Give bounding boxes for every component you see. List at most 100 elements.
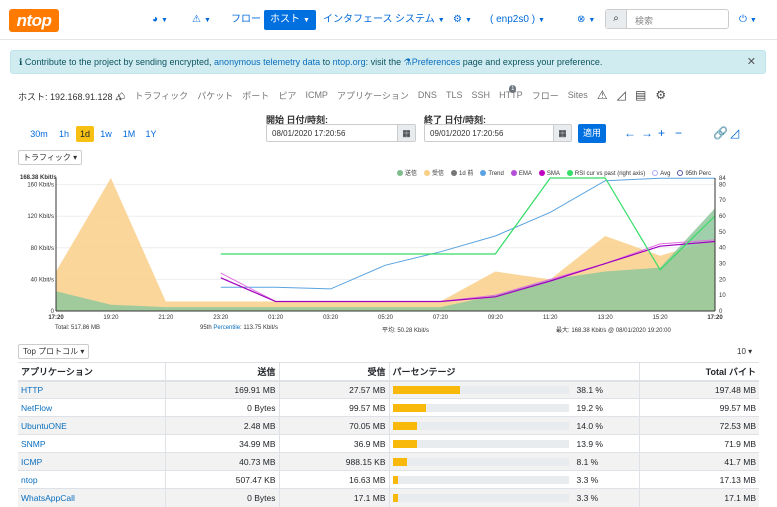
app-link[interactable]: HTTP	[18, 380, 165, 399]
percentage-fill	[392, 494, 399, 503]
zoom-out-icon[interactable]: −	[675, 126, 683, 140]
tab-ssh[interactable]: SSH	[471, 90, 491, 100]
legend-swatch	[480, 170, 487, 177]
protocol-table: アプリケーション 送信 受信 パーセンテージ Total バイト HTTP 169…	[18, 362, 759, 507]
legend-item[interactable]: 受信	[424, 170, 444, 177]
tab-applications[interactable]: アプリケーション	[337, 90, 409, 101]
user-menu[interactable]: ⏻ ▼	[739, 14, 757, 25]
percentage-cell: 14.0 %	[388, 416, 639, 435]
end-date-field[interactable]: 09/01/2020 17:20:56 ▦	[424, 124, 572, 142]
warning-icon[interactable]: ⚠	[596, 88, 608, 102]
legend-label: RSI cur vs past (right axis)	[574, 171, 646, 177]
nav-interfaces[interactable]: インタフェース	[323, 14, 393, 25]
tab-ports[interactable]: ポート	[242, 90, 270, 101]
flask-icon: ⚗	[403, 57, 412, 67]
total-cell: 99.57 MB	[638, 398, 759, 417]
telemetry-banner: ℹ Contribute to the project by sending e…	[10, 50, 766, 74]
protocol-dropdown[interactable]: Top プロトコル ▾	[18, 344, 90, 359]
dashboard-menu[interactable]: ◕ ▼	[152, 14, 168, 25]
received-cell: 70.05 MB	[278, 416, 389, 435]
tab-http[interactable]: HTTP 1	[499, 85, 523, 100]
search-input[interactable]: 検索	[635, 16, 654, 26]
calendar-icon[interactable]: ▦	[397, 125, 415, 141]
telemetry-link[interactable]: anonymous telemetry data	[214, 57, 321, 67]
app-link[interactable]: UbuntuONE	[18, 416, 165, 435]
gear-icon[interactable]: ⚙	[655, 88, 667, 102]
percentage-text: 3.3 %	[576, 474, 599, 485]
percentage-bar	[392, 386, 569, 395]
page-size-select[interactable]: 10 ▾	[737, 347, 753, 356]
area-chart-icon[interactable]: ◿	[730, 126, 740, 140]
y2-tick-label: 20	[719, 277, 726, 283]
interface-selector[interactable]: ( enp2s0 ) ▼	[490, 14, 545, 25]
legend-item[interactable]: 1d 前	[451, 170, 473, 177]
apply-button[interactable]: 適用	[578, 124, 606, 143]
nav-flows[interactable]: フロー	[231, 14, 261, 25]
settings-menu[interactable]: ⚙ ▼	[453, 14, 472, 25]
tab-peers[interactable]: ピア	[278, 90, 297, 101]
col-application[interactable]: アプリケーション	[18, 362, 165, 382]
tab-traffic[interactable]: トラフィック	[134, 90, 189, 101]
ntop-org-link[interactable]: ntop.org	[332, 57, 366, 67]
sent-cell: 40.73 MB	[164, 452, 279, 471]
total-cell: 17.13 MB	[638, 470, 759, 489]
legend-label: 95th Perc	[685, 171, 712, 177]
col-received[interactable]: 受信	[278, 362, 389, 382]
range-1d[interactable]: 1d	[76, 126, 94, 142]
app-link[interactable]: ICMP	[18, 452, 165, 471]
legend-item[interactable]: 送信	[397, 170, 417, 177]
received-cell: 17.1 MB	[278, 488, 389, 507]
link-icon[interactable]: 🔗	[713, 126, 728, 140]
range-30m[interactable]: 30m	[30, 129, 48, 139]
app-link[interactable]: NetFlow	[18, 398, 165, 417]
search-box[interactable]: ⌕ 検索	[605, 9, 729, 29]
chart-percentile: 95th Percentile: 113.75 Kbit/s	[200, 325, 278, 331]
col-percentage[interactable]: パーセンテージ	[388, 362, 639, 382]
area-chart-icon[interactable]: ◿	[616, 88, 626, 102]
start-date-field[interactable]: 08/01/2020 17:20:56 ▦	[266, 124, 416, 142]
file-icon[interactable]: ▤	[634, 88, 647, 102]
legend-item[interactable]: Avg	[652, 170, 670, 177]
legend-item[interactable]: EMA	[510, 170, 532, 177]
alerts-menu[interactable]: ⚠ ▼	[192, 14, 211, 25]
legend-item[interactable]: Trend	[480, 170, 504, 177]
preferences-link[interactable]: ⚗Preferences	[404, 57, 461, 67]
tab-sites[interactable]: Sites	[567, 90, 588, 100]
tab-dns[interactable]: DNS	[417, 90, 437, 100]
range-1M[interactable]: 1M	[122, 129, 136, 139]
app-link[interactable]: ntop	[18, 470, 165, 489]
start-date-label: 開始 日付/時刻:	[266, 115, 328, 125]
range-1w[interactable]: 1w	[100, 129, 112, 139]
col-sent[interactable]: 送信	[164, 362, 279, 382]
nav-system[interactable]: システム ▼	[395, 14, 445, 25]
tab-icmp[interactable]: ICMP	[305, 90, 328, 100]
legend-item[interactable]: SMA	[538, 170, 560, 177]
percentage-cell: 3.3 %	[388, 470, 639, 489]
traffic-dropdown[interactable]: トラフィック ▾	[18, 150, 83, 165]
arrow-right-icon[interactable]: →	[641, 126, 653, 140]
app-link[interactable]: SNMP	[18, 434, 165, 453]
nav-hosts[interactable]: ホスト ▼	[264, 10, 316, 30]
tab-flows[interactable]: フロー	[531, 90, 559, 101]
legend-item[interactable]: 95th Perc	[677, 170, 712, 177]
percentage-cell: 38.1 %	[388, 380, 639, 399]
percentile-link[interactable]: Percentile	[213, 325, 241, 331]
range-1h[interactable]: 1h	[58, 129, 69, 139]
calendar-icon[interactable]: ▦	[553, 125, 571, 141]
table-row: UbuntuONE 2.48 MB 70.05 MB 14.0 % 72.53 MB	[18, 416, 759, 435]
status-menu[interactable]: ⊗ ▼	[577, 14, 596, 25]
tab-tls[interactable]: TLS	[445, 90, 463, 100]
percentage-bar	[392, 421, 569, 430]
range-1Y[interactable]: 1Y	[145, 129, 157, 139]
app-link[interactable]: WhatsAppCall	[18, 488, 165, 507]
percentage-bar	[392, 457, 569, 466]
home-icon[interactable]: ⌂	[118, 88, 126, 102]
legend-item[interactable]: RSI cur vs past (right axis)	[566, 170, 646, 177]
col-total-bytes[interactable]: Total バイト	[638, 362, 759, 382]
ntop-logo[interactable]: ntop	[9, 9, 59, 32]
y2-tick-label: 80	[719, 182, 726, 188]
arrow-left-icon[interactable]: ←	[624, 126, 636, 140]
zoom-in-icon[interactable]: +	[658, 126, 666, 140]
close-icon[interactable]: ✕	[746, 56, 756, 68]
tab-packets[interactable]: パケット	[197, 90, 234, 101]
